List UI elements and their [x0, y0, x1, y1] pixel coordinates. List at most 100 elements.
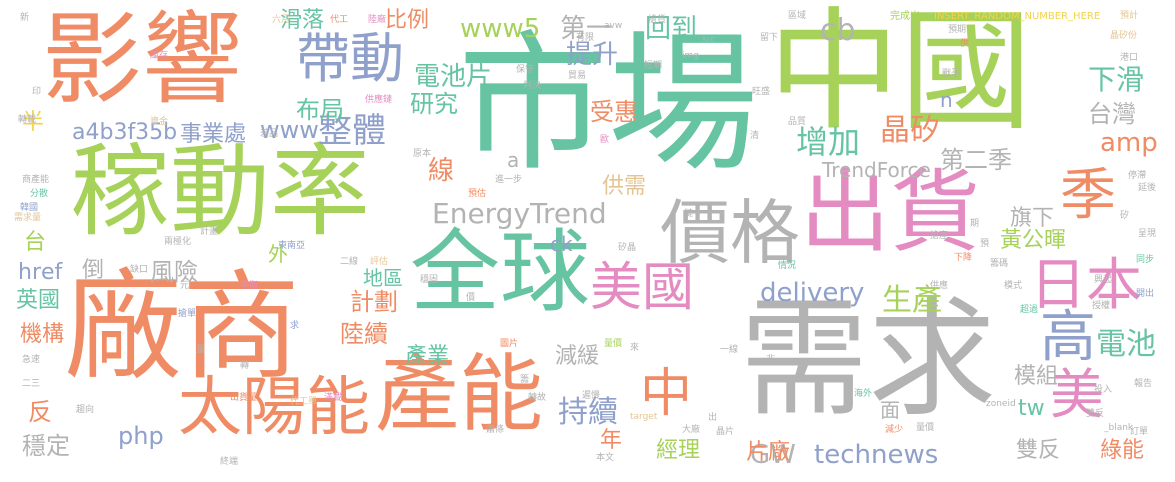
cloud-word: 產業 — [405, 344, 450, 369]
cloud-word: 高 — [1040, 305, 1096, 370]
cloud-word: a4b3f35b — [72, 120, 178, 145]
cloud-word: 預期 — [948, 25, 967, 35]
cloud-word: 滑落 — [280, 8, 325, 33]
cloud-word: img — [682, 51, 699, 61]
cloud-word: 戰爭 — [942, 69, 961, 79]
cloud-word: 籌碼 — [990, 259, 1009, 269]
cloud-word: 中國 — [768, 0, 1032, 149]
cloud-word: 雙反 — [1086, 409, 1105, 419]
cloud-word: 量 — [196, 345, 206, 355]
cloud-word: 量價 — [916, 423, 935, 433]
cloud-word: 美國 — [590, 258, 695, 318]
cloud-word: 二三 — [22, 379, 41, 389]
cloud-word: 預估 — [468, 189, 487, 199]
cloud-word: avw — [604, 21, 623, 31]
cloud-word: 清 — [750, 131, 760, 141]
cloud-word: 庫存 — [150, 51, 169, 61]
cloud-word: 原本 — [413, 149, 432, 159]
cloud-word: 呈現 — [1138, 229, 1157, 239]
cloud-word: 預計 — [1120, 11, 1139, 21]
cloud-word: 開出 — [1136, 289, 1155, 299]
cloud-word: 外 — [268, 242, 288, 266]
cloud-word: 授權 — [1092, 301, 1111, 311]
cloud-word: 稼動率 — [70, 133, 370, 250]
cloud-word: 報告 — [1134, 379, 1153, 389]
cloud-word: 晶片 — [716, 427, 735, 437]
cloud-word: 全球 — [410, 220, 590, 325]
cloud-word: zoneid — [986, 399, 1016, 409]
cloud-word: 興起 — [1094, 275, 1113, 285]
cloud-word: 減少 — [885, 425, 904, 435]
cloud-word: www — [260, 116, 319, 144]
cloud-word: 平衡 — [240, 281, 259, 291]
cloud-word: 出貨量 — [230, 393, 258, 403]
cloud-word: php — [118, 422, 164, 450]
cloud-word: 投入 — [1094, 385, 1113, 395]
cloud-word: n — [940, 88, 953, 112]
cloud-word: 進一步 — [495, 175, 523, 185]
cloud-word: 晶矽 — [880, 113, 940, 148]
cloud-word: 有限 — [576, 33, 595, 43]
cloud-word: 矽 — [1120, 211, 1130, 221]
cloud-word: delivery — [760, 278, 865, 308]
cloud-word: 代工 — [330, 15, 349, 25]
cloud-word: 倒 — [82, 258, 105, 283]
cloud-word: 價格 — [660, 192, 800, 274]
cloud-word: 代工單 — [290, 397, 318, 407]
cloud-word: 鏈 — [684, 209, 694, 219]
cloud-word: 帶動 — [296, 27, 404, 90]
cloud-word: 急速 — [22, 355, 41, 365]
cloud-word: EnergyTrend — [432, 197, 607, 230]
cloud-word: 台 — [24, 230, 47, 255]
cloud-word: 日本 — [1030, 253, 1142, 318]
cloud-word: 搶單 — [178, 309, 197, 319]
cloud-word: 利 — [888, 339, 898, 349]
cloud-word: 超過 — [1020, 305, 1039, 315]
cloud-word: 元 — [180, 281, 190, 291]
cloud-word: amp — [1100, 128, 1158, 158]
cloud-word: 東南亞 — [278, 241, 306, 251]
cloud-word: 差品 — [260, 129, 279, 139]
cloud-word: ck — [550, 232, 573, 256]
cloud-word: GW — [750, 440, 796, 470]
cloud-word: 區域 — [788, 11, 807, 21]
cloud-word: 下滑 — [1088, 63, 1145, 96]
cloud-word: 提升 — [566, 40, 619, 70]
cloud-word: 供需 — [602, 174, 647, 199]
cloud-word: 廠商 — [64, 258, 301, 396]
cloud-word: 遲慢 — [582, 391, 601, 401]
cloud-word: 趨向 — [76, 405, 95, 415]
cloud-word: 新 — [20, 13, 30, 23]
cloud-word: 求 — [290, 321, 300, 331]
cloud-word: 機構 — [20, 322, 65, 347]
cloud-word: 線 — [428, 156, 455, 186]
cloud-word: 終端 — [220, 457, 239, 467]
cloud-word: 訂單 — [1130, 427, 1149, 437]
cloud-word: target — [630, 412, 658, 422]
cloud-word: 黃公暉 — [1000, 228, 1067, 253]
cloud-word: 二線 — [340, 257, 359, 267]
cloud-word: 出貨 — [800, 160, 980, 265]
cloud-word: 保守 — [516, 65, 535, 75]
cloud-word: 計劃 — [350, 288, 398, 316]
cloud-word: 轉 — [240, 361, 250, 371]
cloud-word: 半 — [22, 110, 45, 135]
cloud-word: 同步 — [1136, 255, 1155, 265]
cloud-word: 增加 — [796, 123, 861, 161]
cloud-word: 延後 — [1138, 183, 1157, 193]
cloud-word: 蕭條 — [486, 425, 505, 435]
cloud-word: 模式 — [1004, 281, 1023, 291]
cloud-word: 研究 — [410, 90, 458, 118]
cloud-word: 商產能 — [22, 175, 50, 185]
cloud-word: 生產 — [882, 283, 942, 318]
cloud-word: 片廠 — [746, 440, 791, 465]
cloud-word: 轉載 — [18, 115, 37, 125]
cloud-word: 回到 — [645, 14, 698, 44]
cloud-word: 評估 — [370, 257, 389, 267]
cloud-word: 預 — [980, 239, 990, 249]
cloud-word: cb — [820, 13, 856, 48]
cloud-word: src — [702, 35, 716, 45]
cloud-word: 陸續 — [340, 320, 388, 348]
cloud-word: 六月 — [272, 15, 291, 25]
